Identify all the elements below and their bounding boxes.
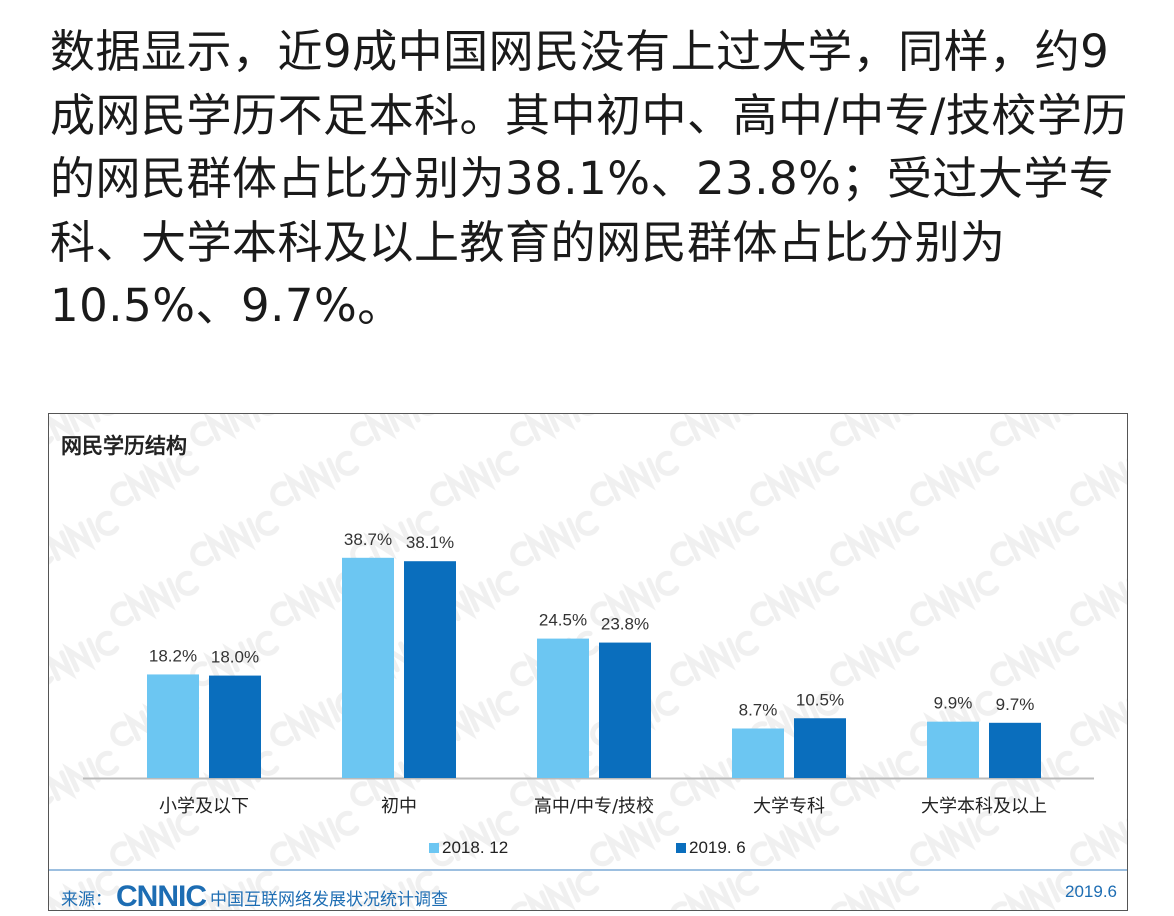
watermark-mark	[670, 510, 760, 567]
watermark-mark	[990, 630, 1080, 687]
legend-item-2019-6: 2019. 6	[676, 838, 746, 858]
legend-label: 2019. 6	[689, 838, 746, 857]
bar	[537, 638, 589, 778]
watermark-mark	[750, 570, 840, 627]
bar	[404, 561, 456, 778]
watermark-mark	[49, 750, 120, 807]
watermark-mark	[190, 870, 280, 910]
data-label: 24.5%	[539, 611, 587, 630]
category-label: 初中	[381, 796, 417, 817]
legend-swatch	[429, 843, 439, 853]
watermark-mark	[670, 870, 760, 910]
watermark-mark	[590, 570, 680, 627]
watermark-mark	[110, 810, 200, 867]
watermark-mark	[49, 870, 120, 910]
watermark-mark	[430, 450, 520, 507]
cnnic-logo: CNNIC	[116, 880, 207, 911]
chart-panel: 网民学历结构 18.2% 18.0% 小学及以下 38.7% 38.1% 初中 24.5% 2…	[48, 413, 1128, 911]
data-label: 9.7%	[996, 695, 1035, 714]
data-label: 38.1%	[406, 533, 454, 552]
watermark-mark	[49, 630, 120, 687]
bar-plot: 18.2% 18.0% 小学及以下 38.7% 38.1% 初中 24.5% 23.8% 高中/…	[83, 530, 1094, 817]
category-label: 小学及以下	[159, 796, 249, 817]
legend-item-2018-12: 2018. 12	[429, 838, 508, 858]
bar	[927, 721, 979, 778]
watermark-mark	[750, 810, 840, 867]
watermark-mark	[990, 870, 1080, 910]
category-label: 大学专科	[753, 796, 825, 817]
watermark-mark	[110, 570, 200, 627]
watermark-mark	[670, 630, 760, 687]
watermark-mark	[190, 630, 280, 687]
bar	[989, 722, 1041, 778]
source-credit: 来源： CNNIC 中国互联网络发展状况统计调查	[61, 880, 448, 911]
watermark-mark	[910, 450, 1000, 507]
watermark-mark	[430, 810, 520, 867]
watermark-mark	[830, 630, 920, 687]
watermark-mark	[1070, 817, 1127, 867]
watermark-mark	[510, 510, 600, 567]
bar	[732, 728, 784, 778]
chart-date: 2019.6	[1065, 882, 1117, 901]
watermark-mark	[1070, 697, 1127, 747]
watermark-mark	[830, 414, 920, 447]
category-label: 大学本科及以上	[921, 796, 1047, 817]
bar	[209, 675, 261, 778]
watermark-mark	[830, 510, 920, 567]
data-label: 18.2%	[149, 646, 197, 665]
watermark-mark	[910, 570, 1000, 627]
watermark-mark	[190, 414, 280, 447]
data-label: 10.5%	[796, 690, 844, 709]
chart-title: 网民学历结构	[61, 433, 187, 458]
footer-divider	[49, 869, 1127, 871]
watermark-mark	[270, 450, 360, 507]
watermark-mark	[590, 810, 680, 867]
watermark-mark	[830, 750, 920, 807]
watermark-mark	[350, 414, 440, 447]
watermark-mark	[910, 810, 1000, 867]
data-label: 18.0%	[211, 648, 259, 667]
legend-label: 2018. 12	[442, 838, 509, 857]
watermark-mark	[350, 870, 440, 910]
watermark-mark	[190, 510, 280, 567]
source-name: 中国互联网络发展状况统计调查	[210, 889, 448, 910]
watermark-mark	[1070, 577, 1127, 627]
bar	[599, 642, 651, 778]
data-label: 38.7%	[344, 530, 392, 549]
bar	[794, 718, 846, 778]
watermark-mark	[270, 810, 360, 867]
bar	[342, 557, 394, 778]
watermark-mark	[350, 510, 440, 567]
watermark-mark	[590, 450, 680, 507]
article-paragraph: 数据显示，近9成中国网民没有上过大学，同样，约9成网民学历不足本科。其中初中、高…	[50, 25, 1128, 332]
watermark-mark	[510, 414, 600, 447]
watermark-mark	[510, 870, 600, 910]
watermark-mark	[830, 870, 920, 910]
watermark-mark	[990, 510, 1080, 567]
watermark-mark	[110, 450, 200, 507]
watermark-mark	[750, 450, 840, 507]
category-label: 高中/中专/技校	[534, 796, 654, 817]
data-label: 8.7%	[739, 700, 778, 719]
data-label: 9.9%	[934, 694, 973, 713]
bar	[147, 674, 199, 778]
watermark-mark	[49, 414, 120, 447]
watermark-mark	[1070, 457, 1127, 507]
watermark-mark	[670, 414, 760, 447]
source-label: 来源：	[61, 889, 112, 910]
data-label: 23.8%	[601, 615, 649, 634]
legend-swatch	[676, 843, 686, 853]
watermark-mark	[990, 414, 1080, 447]
watermark-mark	[49, 510, 120, 567]
